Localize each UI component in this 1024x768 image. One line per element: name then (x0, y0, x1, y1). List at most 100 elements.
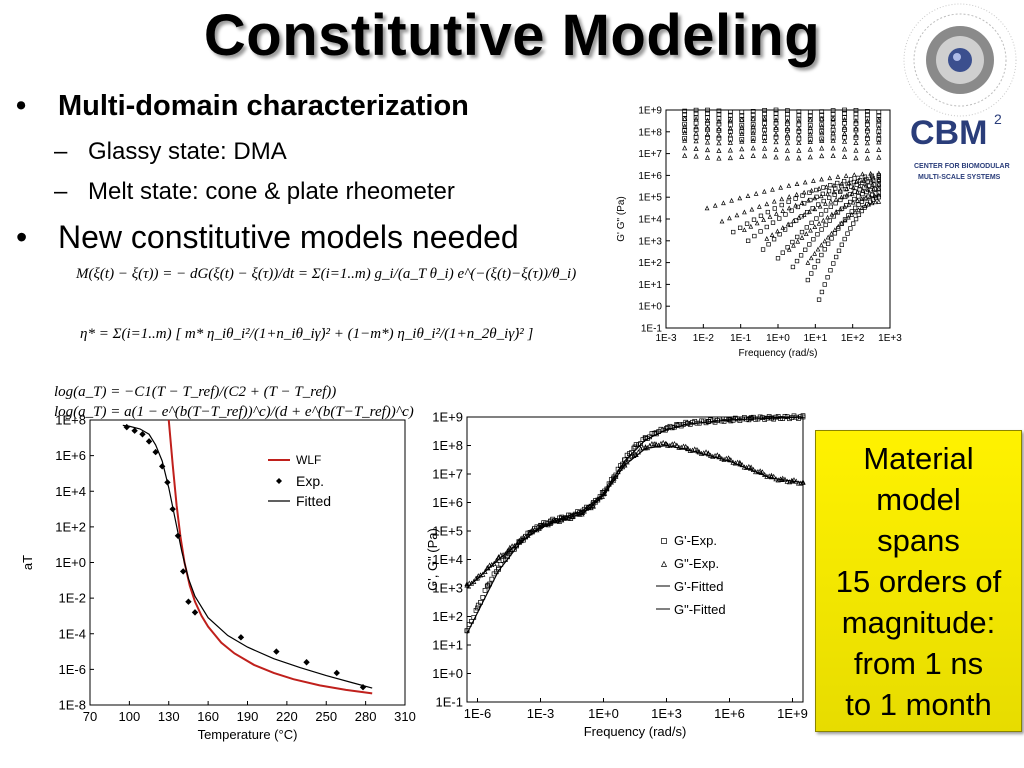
data-point-g-double-prime (807, 154, 813, 160)
data-point-melt (814, 187, 819, 193)
data-point-g-prime (853, 108, 859, 113)
data-point-g-prime (727, 117, 733, 122)
x-tick-label: 1E+9 (777, 706, 808, 721)
data-point-melt (806, 197, 811, 203)
data-point-exp (273, 648, 280, 655)
data-point-melt (823, 222, 828, 228)
data-point-melt (849, 212, 855, 217)
logo-subtitle-1: CENTER FOR BIOMODULAR (914, 163, 1010, 170)
data-point-melt (734, 212, 740, 218)
data-point-g-prime (739, 129, 745, 135)
data-point-g-prime (682, 135, 688, 141)
data-point-g-double-prime (704, 139, 711, 145)
data-point-melt (812, 224, 818, 229)
data-point-melt (794, 258, 800, 264)
data-point-melt (805, 209, 810, 215)
data-point-melt (854, 179, 859, 184)
data-point-g-double-prime (762, 130, 768, 136)
data-point-g-prime (705, 111, 710, 116)
data-point-melt (822, 247, 827, 252)
data-point-g-prime (842, 110, 847, 116)
data-point-melt (832, 192, 837, 197)
x-tick-label: 1E+3 (651, 706, 682, 721)
data-point-melt (775, 256, 781, 261)
data-point-melt (826, 188, 832, 194)
data-point-g-double-prime (682, 137, 688, 143)
data-point-melt (764, 224, 769, 230)
data-point-melt (794, 191, 800, 197)
data-point-melt (819, 176, 824, 182)
data-point-g-prime (785, 135, 790, 141)
data-point-melt (786, 246, 792, 252)
bullet-glyph: • (16, 90, 27, 122)
data-point-g-double-prime (853, 155, 859, 161)
data-point-melt (799, 235, 805, 240)
y-tick-label: 1E+9 (432, 410, 463, 425)
data-point-g-prime (865, 112, 870, 118)
data-point-g-double-prime (876, 146, 882, 152)
data-point-g-prime-exp (580, 508, 585, 514)
data-point-g-prime (727, 112, 733, 118)
data-point-melt (829, 230, 834, 236)
data-point-melt (812, 250, 817, 256)
data-point-g-prime (762, 127, 767, 133)
data-point-g-prime (842, 107, 847, 113)
data-point-g-prime (682, 108, 688, 114)
data-point-melt (831, 182, 837, 188)
data-point-g-prime (785, 121, 790, 127)
data-point-melt (862, 185, 867, 190)
data-point-melt (795, 238, 801, 244)
data-point-melt (835, 223, 841, 229)
data-point-exp (185, 598, 192, 605)
data-point-melt (864, 189, 869, 195)
data-point-g-double-prime (727, 154, 733, 161)
data-point-g-double-prime (739, 153, 745, 159)
data-point-melt (783, 212, 788, 217)
data-point-g-prime-exp (485, 582, 491, 588)
data-point-g-double-prime (807, 117, 813, 123)
data-point-g-double-prime (704, 117, 711, 123)
data-point-melt (799, 229, 805, 235)
bullet-glyph: • (16, 219, 28, 255)
x-tick-label: 1E+3 (878, 333, 902, 344)
data-point-melt (836, 248, 842, 253)
data-point-g-double-prime (841, 131, 848, 137)
data-point-melt (823, 201, 828, 206)
data-point-g-double-prime (716, 140, 722, 146)
data-point-melt (805, 277, 811, 283)
legend-swatch-g-prime-exp (661, 538, 667, 544)
data-point-melt (745, 238, 751, 243)
data-point-melt (831, 189, 837, 195)
data-point-g-prime (796, 109, 802, 115)
y-tick-label: 1E+4 (432, 552, 463, 567)
data-point-melt (803, 247, 808, 252)
equation-shift-new: log(a_T) = a(1 − e^(b(T−T_ref))^c)/(d + … (54, 404, 414, 421)
data-point-melt (862, 203, 868, 209)
data-point-g-prime (693, 107, 699, 113)
data-point-g-double-prime (727, 132, 733, 138)
data-point-melt (753, 190, 759, 196)
data-point-melt (779, 202, 784, 208)
subbullet-text: Melt state: cone & plate rheometer (88, 178, 455, 205)
data-point-melt (751, 217, 757, 222)
data-point-g-double-prime (739, 146, 745, 152)
data-point-g-prime (727, 109, 733, 115)
data-point-g-double-prime (796, 139, 802, 146)
legend-label-g-double-prime-fitted: G"-Fitted (674, 602, 726, 617)
data-point-melt (862, 174, 868, 179)
data-point-melt (786, 205, 792, 211)
data-point-melt (790, 239, 795, 245)
slide-title: Constitutive Modeling (203, 3, 821, 68)
data-point-melt (848, 177, 854, 182)
data-point-melt (850, 199, 856, 205)
x-tick-label: 280 (355, 709, 377, 724)
y-tick-label: 1E-1 (641, 324, 663, 335)
data-point-melt (801, 201, 807, 206)
data-point-g-double-prime (750, 123, 756, 129)
data-point-melt (847, 191, 853, 197)
data-point-melt (786, 194, 792, 199)
gear-logo-icon (903, 3, 1017, 117)
data-point-melt (764, 236, 770, 241)
data-point-melt (872, 192, 877, 198)
data-point-g-prime (716, 116, 722, 121)
